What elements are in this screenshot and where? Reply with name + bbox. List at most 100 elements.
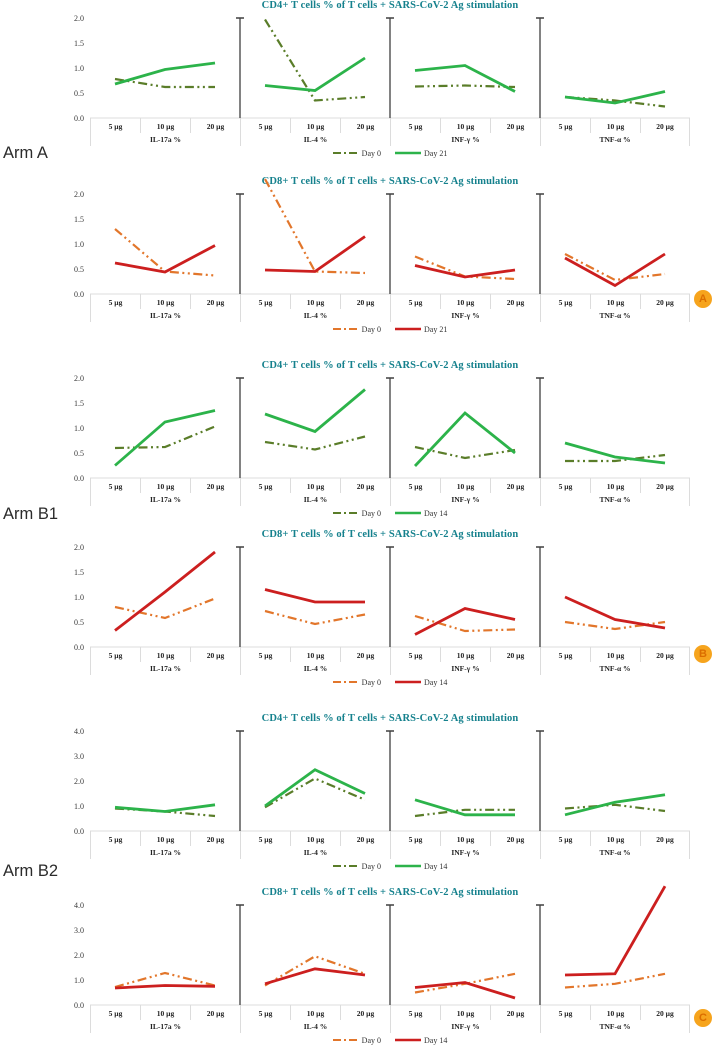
y-axis-tick-label: 1.0 — [74, 240, 84, 249]
arm-label-b1: Arm B1 — [3, 505, 59, 523]
panel-group-label: TNF-α % — [540, 1020, 690, 1033]
x-tick-label: 5 µg — [90, 647, 140, 662]
y-axis-tick-label: 2.0 — [74, 951, 84, 960]
chart-plot: 4.0 3.0 2.0 1.0 0.0 — [74, 727, 690, 836]
chart-legend: Day 0 Day 21 — [90, 323, 690, 335]
x-tick-label: 10 µg — [140, 118, 190, 133]
x-axis-labels-row: 5 µg 10 µg 20 µg 5 µg 10 µg 20 µg 5 µg 10 µg 20 … — [90, 647, 690, 662]
x-tick-label: 10 µg — [140, 1005, 190, 1020]
series-line-post — [414, 607, 516, 636]
x-tick-label: 5 µg — [240, 478, 290, 493]
x-tick-label: 20 µg — [640, 118, 690, 133]
legend-line-icon — [395, 864, 421, 868]
x-tick-label: 5 µg — [240, 118, 290, 133]
legend-entry: Day 0 — [332, 678, 381, 687]
panel-group-label: INF-γ % — [390, 846, 540, 859]
chart-plot: 2.0 1.5 1.0 0.5 0.0 — [74, 14, 690, 123]
panel-group-label: IL-17a % — [90, 662, 240, 675]
y-axis-tick-label: 0.0 — [74, 1001, 84, 1010]
x-tick-label: 20 µg — [490, 1005, 540, 1020]
y-axis-tick-label: 2.0 — [74, 543, 84, 552]
x-tick-label: 5 µg — [390, 294, 440, 309]
x-tick-label: 10 µg — [440, 478, 490, 493]
x-tick-label: 10 µg — [440, 294, 490, 309]
series-line-post — [564, 885, 667, 977]
chart-legend: Day 0 Day 14 — [90, 507, 690, 519]
x-tick-label: 10 µg — [140, 478, 190, 493]
y-axis-tick-label: 2.0 — [74, 14, 84, 23]
panel-badge-a: A — [694, 290, 712, 308]
series-line-post — [264, 967, 366, 986]
x-axis-labels-row: 5 µg 10 µg 20 µg 5 µg 10 µg 20 µg 5 µg 10 µg 20 … — [90, 831, 690, 846]
legend-entry: Day 0 — [332, 861, 381, 871]
x-axis-labels-row: 5 µg 10 µg 20 µg 5 µg 10 µg 20 µg 5 µg 10 µg 20 … — [90, 118, 690, 133]
x-tick-label: 20 µg — [190, 1005, 240, 1020]
series-line-day0 — [264, 955, 366, 987]
legend-line-icon — [332, 328, 359, 330]
series-line-post — [414, 798, 515, 817]
x-tick-label: 20 µg — [340, 831, 390, 846]
chart-legend: Day 0 Day 14 — [90, 860, 690, 872]
y-axis-tick-label: 0.5 — [74, 449, 84, 458]
x-tick-label: 20 µg — [640, 647, 690, 662]
x-tick-label: 20 µg — [640, 831, 690, 846]
x-tick-label: 5 µg — [540, 118, 590, 133]
x-tick-label: 5 µg — [390, 831, 440, 846]
chart-block: CD4+ T cells % of T cells + SARS-CoV-2 A… — [0, 713, 723, 873]
x-tick-label: 20 µg — [490, 647, 540, 662]
legend-label: Day 0 — [361, 508, 381, 518]
y-axis-tick-label: 1.0 — [74, 424, 84, 433]
panel-group-label: IL-17a % — [90, 309, 240, 322]
y-axis-tick-label: 1.0 — [74, 976, 84, 985]
legend-label: Day 0 — [361, 861, 381, 871]
chart-title: CD4+ T cells % of T cells + SARS-CoV-2 A… — [261, 360, 519, 371]
legend-line-icon — [332, 512, 359, 514]
series-line-day0 — [564, 253, 666, 282]
series-line-day0 — [114, 597, 216, 620]
series-line-post — [414, 981, 516, 1000]
y-axis-tick-label: 1.5 — [74, 399, 84, 408]
x-tick-label: 20 µg — [640, 1005, 690, 1020]
legend-line-icon — [395, 511, 421, 515]
x-tick-label: 10 µg — [440, 1005, 490, 1020]
series-line-post — [114, 409, 216, 467]
series-line-post — [114, 244, 216, 274]
chart-title: CD4+ T cells % of T cells + SARS-CoV-2 A… — [261, 0, 519, 11]
series-line-day0 — [264, 435, 366, 451]
y-axis-tick-label: 0.0 — [74, 827, 84, 836]
y-axis-tick-label: 0.5 — [74, 618, 84, 627]
legend-label: Day 0 — [361, 1035, 381, 1045]
legend-line-icon — [332, 1039, 359, 1041]
series-line-day0 — [264, 18, 366, 102]
panel-group-label: IL-4 % — [240, 846, 390, 859]
legend-line-icon — [332, 865, 359, 867]
y-axis-tick-label: 2.0 — [74, 777, 84, 786]
y-axis-tick-label: 4.0 — [74, 727, 84, 736]
panel-group-label: INF-γ % — [390, 309, 540, 322]
panel-group-label: IL-17a % — [90, 493, 240, 506]
series-line-day0 — [114, 971, 216, 989]
series-line-day0 — [414, 84, 516, 89]
series-line-day0 — [565, 453, 666, 463]
x-tick-label: 5 µg — [90, 1005, 140, 1020]
legend-entry: Day 0 — [332, 149, 381, 158]
chart-plot: 2.0 1.5 1.0 0.5 0.0 — [74, 178, 690, 299]
series-line-day0 — [414, 445, 516, 460]
x-tick-label: 5 µg — [240, 831, 290, 846]
x-tick-label: 20 µg — [190, 831, 240, 846]
x-tick-label: 5 µg — [90, 294, 140, 309]
x-tick-label: 20 µg — [340, 478, 390, 493]
y-axis-tick-label: 0.0 — [74, 290, 84, 299]
x-tick-label: 10 µg — [590, 118, 640, 133]
x-tick-label: 10 µg — [290, 647, 340, 662]
legend-entry: Day 0 — [332, 325, 381, 334]
y-axis-tick-label: 4.0 — [74, 901, 84, 910]
legend-line-icon — [332, 152, 359, 154]
y-axis-tick-label: 0.5 — [74, 89, 84, 98]
y-axis-tick-label: 0.5 — [74, 265, 84, 274]
x-tick-label: 20 µg — [490, 831, 540, 846]
legend-entry: Day 21 — [395, 149, 447, 158]
series-line-day0 — [414, 808, 515, 818]
series-line-post — [114, 61, 216, 86]
